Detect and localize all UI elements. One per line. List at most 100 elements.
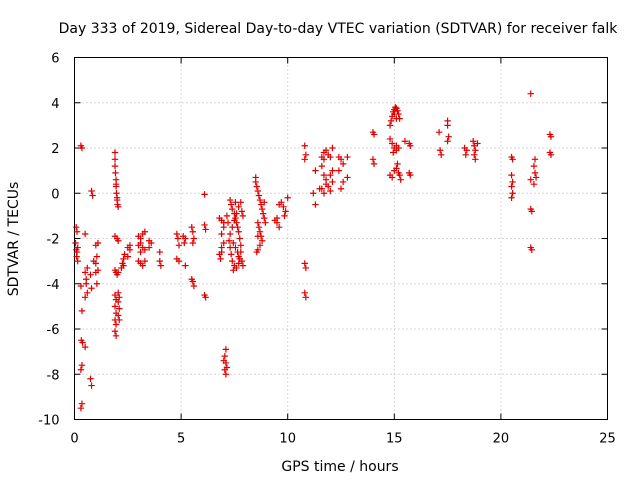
data-point <box>112 321 120 328</box>
data-point <box>281 212 288 220</box>
data-point <box>462 151 469 158</box>
data-point <box>445 133 452 140</box>
data-point <box>369 156 377 163</box>
data-point <box>391 110 398 118</box>
data-point <box>189 239 197 247</box>
data-point <box>182 235 189 242</box>
data-point <box>156 257 163 265</box>
data-point <box>220 357 227 364</box>
tick-labels: 0 5 10 15 20 25 -10 -8 -6 -4 -2 0 2 4 6 <box>38 52 616 447</box>
data-point <box>115 203 122 211</box>
data-point <box>89 192 96 199</box>
data-point <box>435 128 443 136</box>
data-point <box>115 269 122 276</box>
data-point <box>344 153 351 161</box>
data-point <box>111 156 119 163</box>
data-point <box>327 187 334 195</box>
data-point <box>115 237 122 244</box>
y-tick-label: -8 <box>47 368 60 383</box>
data-point <box>229 257 236 265</box>
data-point <box>407 171 414 179</box>
data-point <box>261 199 268 206</box>
data-point <box>509 178 516 186</box>
x-axis-label: GPS time / hours <box>281 459 398 475</box>
data-point <box>73 223 80 231</box>
data-point <box>116 294 123 301</box>
data-point <box>312 201 319 208</box>
data-point <box>392 104 399 111</box>
data-point <box>139 262 146 269</box>
data-point <box>81 294 89 301</box>
data-point <box>88 187 95 195</box>
data-point <box>202 294 209 301</box>
data-point <box>113 194 121 201</box>
data-point <box>115 312 122 319</box>
data-point <box>216 251 223 258</box>
data-point <box>337 185 345 192</box>
data-point <box>226 230 234 238</box>
data-point <box>235 228 242 235</box>
data-point <box>253 248 260 256</box>
data-point <box>201 221 208 229</box>
y-tick-label: -6 <box>47 323 60 338</box>
data-point <box>388 140 396 147</box>
data-point <box>74 257 81 265</box>
data-point <box>141 257 149 265</box>
data-point <box>401 138 409 145</box>
data-point <box>393 115 400 122</box>
data-point <box>273 214 281 222</box>
data-point <box>329 178 336 186</box>
data-point <box>527 176 534 183</box>
data-point <box>530 181 538 188</box>
data-point <box>218 244 225 251</box>
y-tick-label: -4 <box>47 278 60 293</box>
data-point <box>78 362 86 369</box>
data-point <box>316 185 323 192</box>
data-point <box>220 239 227 247</box>
data-point <box>112 169 119 177</box>
data-point <box>471 151 478 158</box>
data-point <box>252 174 259 181</box>
data-point <box>237 242 244 249</box>
data-point <box>256 242 264 249</box>
data-point <box>388 174 396 181</box>
data-point <box>302 264 310 272</box>
data-point <box>258 237 266 244</box>
data-point <box>190 235 198 242</box>
data-point <box>115 298 122 306</box>
data-point <box>173 230 181 238</box>
data-point <box>302 151 310 158</box>
data-point <box>224 219 232 226</box>
data-point <box>527 90 534 97</box>
data-point <box>94 266 102 274</box>
data-point <box>301 260 308 267</box>
data-point <box>189 278 197 285</box>
data-point <box>508 194 515 201</box>
data-point <box>280 203 287 211</box>
data-point <box>444 138 451 145</box>
x-tick-label: 5 <box>177 432 185 447</box>
data-point <box>201 191 208 198</box>
data-point <box>239 212 247 220</box>
data-point <box>77 366 85 373</box>
data-point <box>228 251 235 258</box>
data-point <box>259 210 267 217</box>
data-point <box>370 160 378 168</box>
data-point <box>84 289 91 296</box>
x-tick-label: 10 <box>279 432 296 447</box>
data-point <box>255 223 263 231</box>
data-point <box>157 262 165 269</box>
data-point <box>472 156 479 163</box>
data-point <box>111 162 119 170</box>
data-point <box>175 242 183 249</box>
data-point <box>238 257 246 265</box>
data-point <box>188 223 195 231</box>
data-point <box>547 151 555 158</box>
data-point <box>229 223 236 231</box>
x-tick-label: 0 <box>70 432 78 447</box>
data-point <box>327 153 334 161</box>
data-point <box>78 307 86 315</box>
data-point <box>337 156 345 163</box>
grid-layer <box>74 57 608 420</box>
